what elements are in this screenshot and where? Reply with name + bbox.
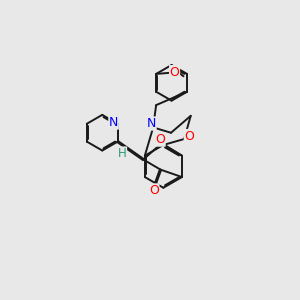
Text: O: O [184,130,194,142]
Text: O: O [155,133,165,146]
Text: O: O [169,66,179,79]
Text: O: O [149,184,159,197]
Text: N: N [147,117,156,130]
Text: N: N [109,116,118,129]
Text: H: H [118,147,127,160]
